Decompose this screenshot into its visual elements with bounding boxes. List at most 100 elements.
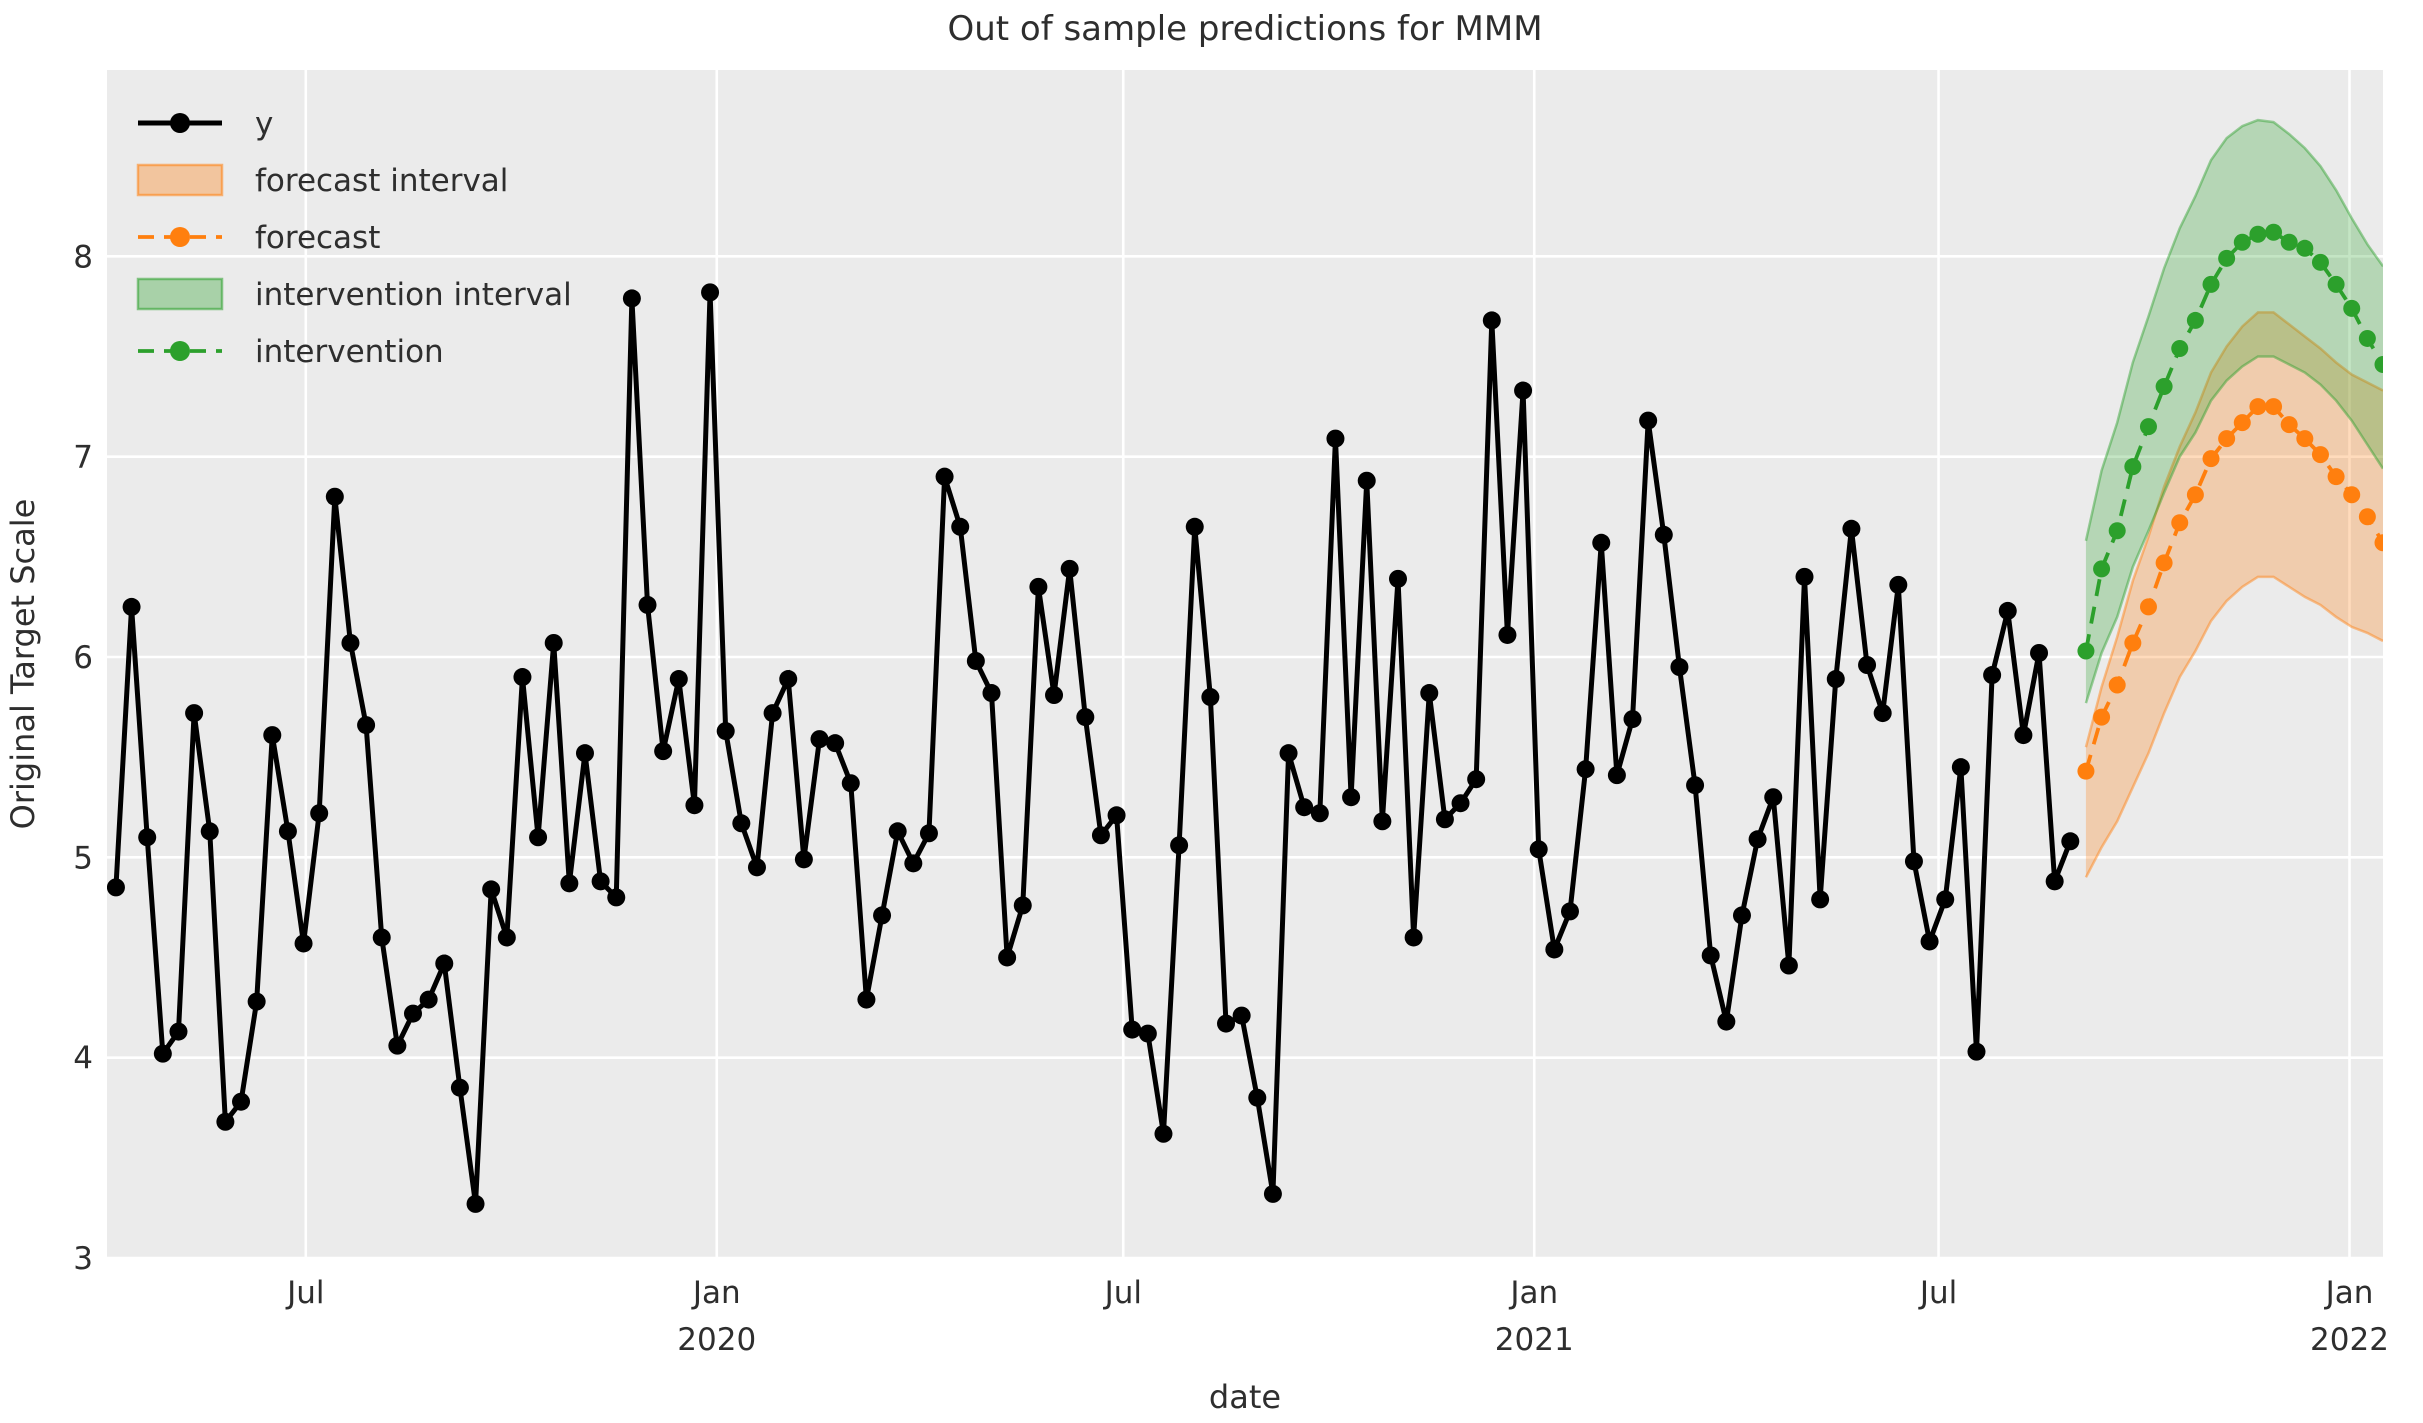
intervention-point xyxy=(2343,299,2361,317)
y-point xyxy=(638,595,657,614)
y-point xyxy=(185,704,204,723)
y-point xyxy=(904,854,923,873)
x-tick-month: Jul xyxy=(285,1275,324,1311)
y-point xyxy=(247,992,266,1011)
tick-labels: 3 4 5 6 7 8 Jul Jan 2020 Jul Jan 2021 Jul Jan 2022 xyxy=(73,239,2389,1358)
legend-swatch xyxy=(136,163,224,197)
y-point xyxy=(357,716,376,735)
y-point xyxy=(1858,656,1877,675)
y-axis-label: Original Target Scale xyxy=(4,499,42,830)
forecast-point xyxy=(2358,508,2376,526)
x-tick-month: Jan xyxy=(2324,1275,2374,1311)
y-point xyxy=(1185,517,1204,536)
y-point xyxy=(701,283,720,302)
y-point xyxy=(1482,311,1501,330)
y-point xyxy=(966,651,985,670)
intervention-point xyxy=(2202,275,2220,293)
y-point xyxy=(1529,840,1548,859)
forecast-point xyxy=(2265,398,2283,416)
legend-item-intervention-interval: intervention interval xyxy=(136,277,572,313)
forecast-point xyxy=(2374,534,2383,552)
forecast-point xyxy=(2077,762,2095,780)
y-point xyxy=(763,704,782,723)
y-point xyxy=(1639,411,1658,430)
y-point xyxy=(325,487,344,506)
intervention-point xyxy=(2374,355,2383,373)
intervention-interval-band xyxy=(2085,120,2383,704)
y-point xyxy=(263,726,282,745)
y-point xyxy=(1029,577,1048,596)
intervention-point xyxy=(2155,378,2173,396)
y-point xyxy=(607,888,626,907)
y-point xyxy=(310,804,329,823)
y-point xyxy=(1811,890,1830,909)
intervention-point xyxy=(2218,249,2236,267)
y-point xyxy=(138,828,157,847)
y-point xyxy=(716,722,735,741)
intervention-interval-band-edge xyxy=(2084,118,2383,542)
y-point xyxy=(403,1004,422,1023)
intervention-point xyxy=(2108,522,2126,540)
legend-marker-dot xyxy=(170,341,190,361)
plot-background xyxy=(107,70,2383,1258)
intervention-point xyxy=(2124,458,2142,476)
y-point xyxy=(1248,1088,1267,1107)
y-point xyxy=(654,742,673,761)
y-point xyxy=(1295,798,1314,817)
y-point xyxy=(1326,429,1345,448)
y-point xyxy=(1920,932,1939,951)
y-point xyxy=(1310,804,1329,823)
y-point xyxy=(919,824,938,843)
y-point xyxy=(2045,872,2064,891)
intervention-point xyxy=(2171,339,2189,357)
x-tick-year: 2020 xyxy=(677,1322,756,1358)
forecast-point xyxy=(2202,450,2220,468)
y-point xyxy=(497,928,516,947)
intervention-point xyxy=(2358,329,2376,347)
x-tick-month: Jul xyxy=(1918,1275,1957,1311)
y-point xyxy=(1404,928,1423,947)
legend-marker-dot xyxy=(170,227,190,247)
y-point xyxy=(1451,794,1470,813)
y-point xyxy=(560,874,579,893)
legend-swatch xyxy=(136,277,224,311)
y-point xyxy=(1467,770,1486,789)
y-point xyxy=(779,670,798,689)
y-point xyxy=(435,954,454,973)
forecast-point xyxy=(2171,514,2189,532)
forecast-point xyxy=(2249,398,2267,416)
forecast-interval-band xyxy=(2085,312,2383,878)
intervention-point xyxy=(2327,275,2345,293)
legend-label: y xyxy=(255,106,273,142)
y-point xyxy=(294,934,313,953)
y-point xyxy=(1764,788,1783,807)
y-point xyxy=(1748,830,1767,849)
y-tick-label: 5 xyxy=(73,840,93,876)
y-point xyxy=(1107,806,1126,825)
intervention-point xyxy=(2233,233,2251,251)
intervention-point xyxy=(2265,223,2283,241)
y-point xyxy=(1420,684,1439,703)
y-point xyxy=(1138,1024,1157,1043)
y-tick-label: 4 xyxy=(73,1041,93,1077)
intervention-point xyxy=(2249,225,2267,243)
y-point xyxy=(1373,812,1392,831)
y-point xyxy=(513,668,532,687)
y-point xyxy=(1263,1184,1282,1203)
forecast-point xyxy=(2280,416,2298,434)
y-point xyxy=(1842,519,1861,538)
y-tick-label: 6 xyxy=(73,640,93,676)
plot-area xyxy=(107,70,2383,1258)
x-tick-month: Jan xyxy=(691,1275,741,1311)
y-point xyxy=(1654,525,1673,544)
y-point xyxy=(841,774,860,793)
y-point xyxy=(1170,836,1189,855)
intervention-point xyxy=(2093,560,2111,578)
forecast-point xyxy=(2155,554,2173,572)
y-point xyxy=(341,633,360,652)
y-point xyxy=(1560,902,1579,921)
y-point xyxy=(1342,788,1361,807)
forecast-point xyxy=(2108,676,2126,694)
legend-item-forecast-interval: forecast interval xyxy=(136,163,508,199)
